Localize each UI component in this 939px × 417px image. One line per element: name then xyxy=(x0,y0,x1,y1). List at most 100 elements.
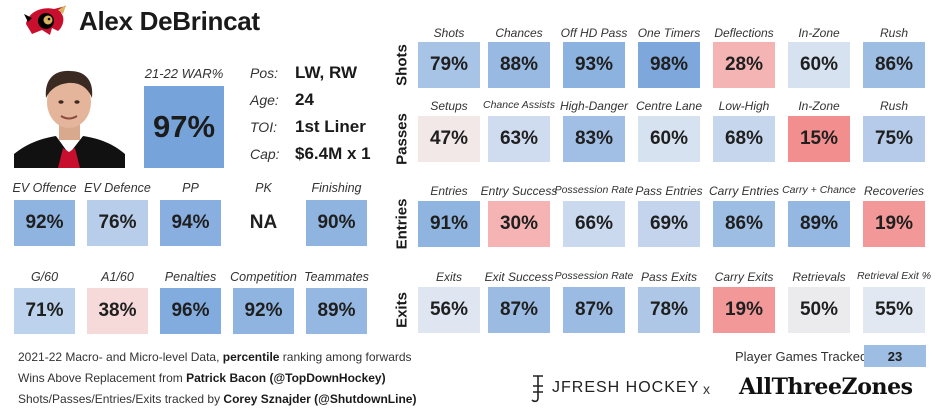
info-row-toi: TOI: 1st Liner xyxy=(250,116,366,138)
footer-war-credit: Wins Above Replacement from Patrick Baco… xyxy=(18,371,386,385)
metric-label-pass-exits: Pass Exits xyxy=(640,270,697,284)
info-value: 1st Liner xyxy=(295,117,366,136)
metric-value-rush: 86% xyxy=(863,42,925,88)
info-key: Age: xyxy=(250,92,279,108)
metric-label-deflections: Deflections xyxy=(714,26,774,40)
metric-value-carry-exits: 19% xyxy=(713,287,775,333)
metric-value-g-60: 71% xyxy=(14,288,75,334)
metric-label-ev-offence: EV Offence xyxy=(12,181,77,195)
metric-value-pass-exits: 78% xyxy=(638,287,700,333)
metric-label-chance-assists: Chance Assists xyxy=(483,99,555,111)
metric-value-pp: 94% xyxy=(160,200,221,246)
footer-bold: Patrick Bacon (@TopDownHockey) xyxy=(186,371,386,385)
metric-value-carry-chance: 89% xyxy=(788,201,850,247)
player-name: Alex DeBrincat xyxy=(79,6,260,36)
metric-value-high-danger: 83% xyxy=(563,116,625,162)
metric-label-centre-lane: Centre Lane xyxy=(635,99,703,113)
metric-label-ev-defence: EV Defence xyxy=(84,181,151,195)
metric-value-deflections: 28% xyxy=(713,42,775,88)
metric-value-possession-rate: 66% xyxy=(563,201,625,247)
metric-label-carry-entries: Carry Entries xyxy=(708,184,779,198)
metric-label-setups: Setups xyxy=(430,99,468,113)
metric-label-possession-rate: Possession Rate xyxy=(554,270,634,282)
metric-label-exit-success: Exit Success xyxy=(484,270,554,284)
footer-text: 2021-22 Macro- and Micro-level Data, xyxy=(18,350,223,364)
metric-label-chances: Chances xyxy=(495,26,543,40)
metric-label-retrievals: Retrievals xyxy=(792,270,846,284)
metric-label-recoveries: Recoveries xyxy=(863,184,925,198)
metric-value-pass-entries: 69% xyxy=(638,201,700,247)
metric-label-a1-60: A1/60 xyxy=(101,270,134,284)
metric-value-centre-lane: 60% xyxy=(638,116,700,162)
metric-label-shots: Shots xyxy=(433,26,465,40)
metric-value-possession-rate: 87% xyxy=(563,287,625,333)
footer-bold: percentile xyxy=(222,350,280,364)
metric-value-low-high: 68% xyxy=(713,116,775,162)
metric-value-entries: 91% xyxy=(418,201,480,247)
metric-value-recoveries: 19% xyxy=(863,201,925,247)
games-tracked-value: 23 xyxy=(864,345,926,367)
brand-separator: x xyxy=(703,381,710,397)
metric-label-one-timers: One Timers xyxy=(637,26,701,40)
footer-bold: Corey Sznajder (@ShutdownLine) xyxy=(223,392,417,406)
info-key: Cap: xyxy=(250,146,280,162)
metric-value-teammates: 89% xyxy=(306,288,367,334)
metric-value-finishing: 90% xyxy=(306,200,367,246)
metric-label-teammates: Teammates xyxy=(304,270,369,284)
war-value: 97% xyxy=(144,86,224,168)
info-row-age: Age: 24 xyxy=(250,89,314,111)
metric-value-retrievals: 50% xyxy=(788,287,850,333)
metric-label-pp: PP xyxy=(182,181,199,195)
metric-label-high-danger: High-Danger xyxy=(559,99,629,113)
info-key: TOI: xyxy=(250,119,277,135)
metric-label-possession-rate: Possession Rate xyxy=(554,184,634,196)
row-label-text: Passes xyxy=(393,113,411,165)
metric-label-rush: Rush xyxy=(879,26,908,40)
metric-value-penalties: 96% xyxy=(160,288,221,334)
info-value: LW, RW xyxy=(295,63,358,82)
metric-label-exits: Exits xyxy=(435,270,462,284)
metric-label-in-zone: In-Zone xyxy=(798,26,840,40)
metric-value-exit-success: 87% xyxy=(488,287,550,333)
metric-value-off-hd-pass: 93% xyxy=(563,42,625,88)
metric-label-finishing: Finishing xyxy=(311,181,362,195)
jfresh-logo-icon xyxy=(531,375,543,403)
metric-value-rush: 75% xyxy=(863,116,925,162)
brand-jfresh: JFRESH HOCKEY xyxy=(552,379,700,396)
footer-text: Shots/Passes/Entries/Exits tracked by xyxy=(18,392,224,406)
info-value: $6.4M x 1 xyxy=(295,144,371,163)
metric-label-off-hd-pass: Off HD Pass xyxy=(560,26,628,40)
metric-label-g-60: G/60 xyxy=(30,270,59,284)
metric-value-competition: 92% xyxy=(233,288,294,334)
games-tracked-label: Player Games Tracked: xyxy=(735,349,871,364)
metric-value-setups: 47% xyxy=(418,116,480,162)
row-label-text: Exits xyxy=(393,292,411,328)
metric-value-chances: 88% xyxy=(488,42,550,88)
war-label: 21-22 WAR% xyxy=(144,66,224,81)
row-label-text: Entries xyxy=(393,198,411,250)
metric-value-carry-entries: 86% xyxy=(713,201,775,247)
metric-value-chance-assists: 63% xyxy=(488,116,550,162)
metric-value-shots: 79% xyxy=(418,42,480,88)
metric-value-ev-offence: 92% xyxy=(14,200,75,246)
metric-value-in-zone: 15% xyxy=(788,116,850,162)
metric-value-entry-success: 30% xyxy=(488,201,550,247)
metric-value-in-zone: 60% xyxy=(788,42,850,88)
footer-text: ranking among forwards xyxy=(279,350,412,364)
footer-tracking-credit: Shots/Passes/Entries/Exits tracked by Co… xyxy=(18,392,416,406)
metric-label-in-zone: In-Zone xyxy=(798,99,840,113)
metric-value-exits: 56% xyxy=(418,287,480,333)
metric-label-carry-exits: Carry Exits xyxy=(714,270,774,284)
brand-allthreezones: AllThreeZones xyxy=(739,374,913,400)
metric-label-rush: Rush xyxy=(879,99,908,113)
player-headshot-icon xyxy=(14,62,125,168)
metric-label-penalties: Penalties xyxy=(164,270,217,284)
metric-label-pk: PK xyxy=(255,181,272,195)
metric-value-a1-60: 38% xyxy=(87,288,148,334)
metric-label-competition: Competition xyxy=(230,270,297,284)
metric-label-pass-entries: Pass Entries xyxy=(635,184,703,198)
metric-value-one-timers: 98% xyxy=(638,42,700,88)
info-row-cap: Cap: $6.4M x 1 xyxy=(250,143,371,165)
ottawa-senators-logo-icon xyxy=(24,5,66,35)
metric-value-retrieval-exit: 55% xyxy=(863,287,925,333)
